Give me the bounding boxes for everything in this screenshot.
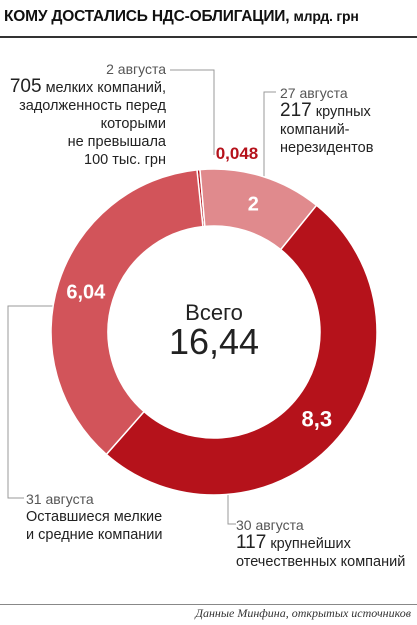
count-small: 705 bbox=[9, 76, 42, 97]
leader-27-aug bbox=[263, 91, 276, 188]
donut-slices bbox=[50, 168, 378, 496]
slice-label-27-aug: 2 bbox=[248, 194, 259, 216]
title-divider bbox=[0, 36, 417, 38]
annotation-rest: 31 августа Оставшиеся мелкие и средние к… bbox=[26, 490, 216, 544]
text-largest-1: крупнейших bbox=[270, 536, 351, 552]
date-nonres: 27 августа bbox=[280, 85, 348, 101]
leader-2-aug bbox=[170, 69, 215, 155]
slice-label-2-aug: 0,048 bbox=[216, 144, 259, 163]
date-largest: 30 августа bbox=[236, 517, 304, 533]
leader-lines bbox=[7, 69, 276, 525]
text-rest-1: Оставшиеся мелкие bbox=[26, 509, 163, 525]
slice-label-30-aug: 8,3 bbox=[302, 407, 333, 432]
count-nonres: 217 bbox=[280, 100, 312, 121]
annotation-small: 2 августа 705 мелких компаний, задолженн… bbox=[0, 60, 166, 169]
date-small: 2 августа bbox=[106, 61, 166, 77]
chart-title: КОМУ ДОСТАЛИСЬ НДС-ОБЛИГАЦИИ, млрд. грн bbox=[4, 8, 359, 25]
center-value: 16,44 bbox=[169, 321, 259, 362]
count-largest: 117 bbox=[236, 532, 267, 553]
text-small-1: мелких компаний, bbox=[45, 80, 166, 96]
text-largest-2: отечественных компаний bbox=[236, 554, 406, 570]
chart-unit: млрд. грн bbox=[293, 8, 359, 24]
text-small-2: задолженность перед bbox=[19, 98, 166, 114]
date-rest: 31 августа bbox=[26, 491, 94, 507]
text-small-4: не превышала bbox=[67, 134, 166, 150]
text-small-3: которыми bbox=[100, 116, 166, 132]
center-label: Всего bbox=[185, 300, 243, 325]
text-nonres-2: компаний- bbox=[280, 122, 350, 138]
source-note: Данные Минфина, открытых источников bbox=[195, 606, 411, 620]
text-rest-2: и средние компании bbox=[26, 527, 163, 543]
annotation-largest: 30 августа 117 крупнейших отечественных … bbox=[236, 516, 414, 571]
source-divider bbox=[0, 604, 417, 605]
slice-value-labels: 0,048 2 8,3 6,04 bbox=[66, 144, 332, 432]
text-nonres-3: нерезидентов bbox=[280, 140, 374, 156]
donut-slice-3 bbox=[105, 204, 378, 496]
text-nonres-1: крупных bbox=[315, 104, 371, 120]
donut-slice-4 bbox=[50, 169, 204, 456]
slice-label-31-aug: 6,04 bbox=[66, 281, 106, 303]
text-small-5: 100 тыс. грн bbox=[84, 152, 166, 168]
annotation-nonres: 27 августа 217 крупных компаний- нерезид… bbox=[280, 84, 415, 157]
leader-31-aug bbox=[7, 305, 60, 499]
